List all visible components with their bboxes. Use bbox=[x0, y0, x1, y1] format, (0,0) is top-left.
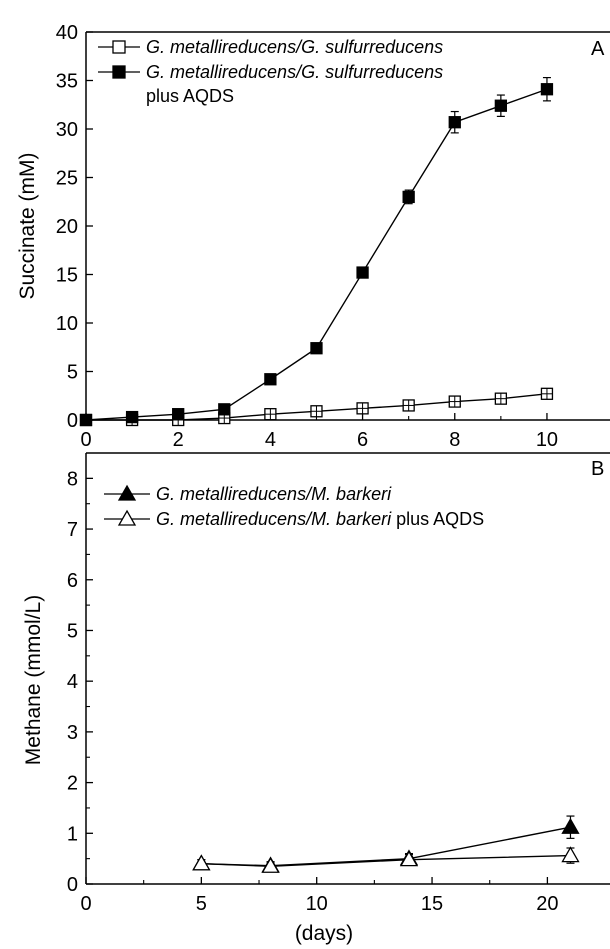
data-point-filled-square bbox=[172, 408, 185, 421]
panel-a-legend: G. metallireducens/G. sulfurreducens G. … bbox=[98, 37, 443, 106]
data-point-filled-square bbox=[264, 373, 277, 386]
x-tick-label: 0 bbox=[80, 429, 91, 451]
y-tick-label: 4 bbox=[67, 671, 78, 693]
data-point-open-triangle bbox=[399, 850, 419, 867]
panel-b-legend: G. metallireducens/M. barkeri G. metalli… bbox=[104, 484, 484, 529]
data-point-filled-square bbox=[356, 266, 369, 279]
x-tick-label: 5 bbox=[196, 893, 207, 915]
panel-b-xlabel: (days) bbox=[295, 922, 353, 945]
data-point-open-triangle bbox=[561, 846, 580, 863]
series-line-open-triangle bbox=[201, 854, 571, 867]
y-tick-label: 0 bbox=[67, 874, 78, 896]
x-tick-label: 2 bbox=[173, 429, 184, 451]
y-tick-label: 30 bbox=[56, 119, 78, 141]
legend-text-series-4-name: G. metallireducens/M. barkeri bbox=[156, 509, 392, 529]
y-tick-label: 20 bbox=[56, 216, 78, 238]
y-tick-label: 5 bbox=[67, 620, 78, 642]
y-tick-label: 2 bbox=[67, 773, 78, 795]
y-tick-label: 35 bbox=[56, 71, 78, 93]
x-tick-label: 15 bbox=[421, 893, 443, 915]
legend-text-series-2-name: G. metallireducens/G. sulfurreducens bbox=[146, 62, 443, 82]
panel-a-ticks: 0 2 4 6 8 10 0 5 10 15 20 25 30 35 40 bbox=[56, 22, 558, 451]
panel-b-marks bbox=[192, 815, 580, 873]
y-tick-label: 5 bbox=[67, 362, 78, 384]
x-tick-label: 4 bbox=[265, 429, 276, 451]
data-point-filled-triangle bbox=[561, 817, 580, 834]
data-point-filled-square bbox=[310, 342, 323, 355]
data-point-filled-square bbox=[218, 403, 231, 416]
data-point-filled-square bbox=[540, 83, 554, 96]
y-tick-label: 3 bbox=[67, 722, 78, 744]
y-tick-label: 10 bbox=[56, 313, 78, 335]
legend-text-series-3: G. metallireducens/M. barkeri bbox=[156, 484, 392, 504]
y-tick-label: 25 bbox=[56, 168, 78, 190]
panel-a-marks bbox=[79, 76, 554, 427]
y-tick-label: 7 bbox=[67, 519, 78, 541]
legend-marker-filled-square bbox=[112, 65, 126, 79]
series-line-filled-triangle bbox=[201, 826, 571, 867]
panel-a-ylabel: Succinate (mM) bbox=[16, 152, 39, 299]
legend-text-series-1-name: G. metallireducens/G. sulfurreducens bbox=[146, 37, 443, 57]
x-tick-label: 8 bbox=[449, 429, 460, 451]
panel-a: 0 2 4 6 8 10 0 5 10 15 20 25 30 35 40 Succinate (mM) A… bbox=[16, 22, 610, 451]
data-point-filled-square bbox=[402, 190, 415, 204]
panel-b-ticks: 0 5 10 15 20 0 1 2 3 4 5 6 7 8 bbox=[67, 468, 559, 915]
data-point-filled-square bbox=[494, 99, 508, 112]
y-tick-label: 15 bbox=[56, 265, 78, 287]
x-tick-label: 10 bbox=[306, 893, 328, 915]
legend-marker-open-square bbox=[112, 40, 126, 54]
legend-text-series-4: G. metallireducens/M. barkeri plus AQDS bbox=[156, 509, 484, 529]
panel-b-ylabel: Methane (mmol/L) bbox=[22, 595, 45, 765]
data-point-open-triangle bbox=[192, 854, 211, 871]
y-tick-label: 8 bbox=[67, 468, 78, 490]
y-tick-label: 6 bbox=[67, 570, 78, 592]
legend-text-series-2-suffix: plus AQDS bbox=[146, 86, 234, 106]
data-point-open-triangle bbox=[261, 856, 280, 873]
legend-marker-filled-triangle bbox=[117, 484, 137, 501]
series-line-filled-square bbox=[85, 88, 548, 421]
data-point-filled-square bbox=[448, 116, 461, 129]
data-point-filled-square bbox=[125, 410, 139, 424]
y-tick-label: 0 bbox=[67, 410, 78, 432]
x-tick-label: 6 bbox=[357, 429, 368, 451]
legend-marker-open-triangle bbox=[117, 509, 137, 526]
legend-text-series-1: G. metallireducens/G. sulfurreducens bbox=[146, 37, 443, 57]
legend-text-series-3-name: G. metallireducens/M. barkeri bbox=[156, 484, 392, 504]
x-tick-label: 0 bbox=[80, 893, 91, 915]
panel-b: 0 5 10 15 20 0 1 2 3 4 5 6 7 8 Methane (mmol/L) (days… bbox=[22, 452, 610, 945]
panel-a-label: A bbox=[591, 38, 605, 60]
data-point-filled-square bbox=[79, 413, 93, 427]
legend-text-series-2: G. metallireducens/G. sulfurreducens bbox=[146, 62, 443, 82]
y-tick-label: 1 bbox=[67, 823, 78, 845]
y-tick-label: 40 bbox=[56, 22, 78, 44]
x-tick-label: 20 bbox=[536, 893, 558, 915]
x-tick-label: 10 bbox=[536, 429, 558, 451]
panel-b-label: B bbox=[591, 458, 604, 480]
legend-text-series-4-suffix: plus AQDS bbox=[396, 509, 484, 529]
